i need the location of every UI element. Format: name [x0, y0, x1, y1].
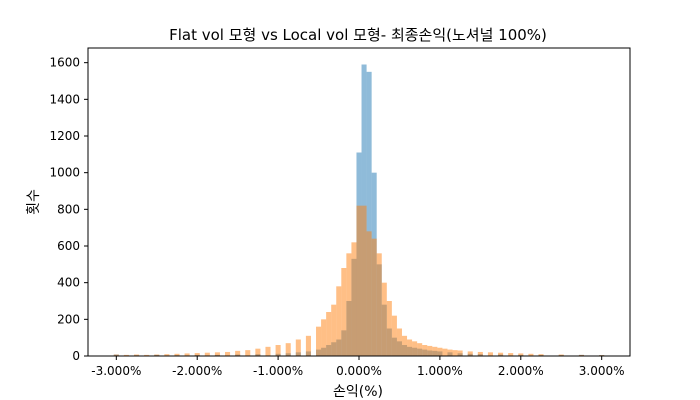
histogram-bar-s2-50	[477, 351, 483, 356]
histogram-bar-s2-46	[447, 349, 453, 356]
histogram-bar-s2-6	[174, 353, 180, 356]
histogram-bar-s2-23	[331, 304, 337, 356]
y-tick-label: 400	[57, 276, 80, 290]
histogram-bar-s2-43	[432, 346, 438, 356]
histogram-bar-s2-37	[401, 335, 408, 356]
x-tick-label: 0.000%	[336, 364, 382, 378]
histogram-bar-s2-14	[255, 348, 261, 356]
histogram-bar-s2-26	[346, 253, 352, 356]
y-tick-label: 0	[72, 349, 80, 363]
histogram-bar-s2-56	[538, 354, 544, 356]
histogram-bar-s2-40	[417, 343, 423, 356]
x-tick-label: -1.000%	[253, 364, 303, 378]
histogram-bar-s2-21	[321, 319, 327, 356]
y-tick-label: 200	[57, 312, 80, 326]
histogram-bar-s2-18	[295, 339, 301, 356]
histogram-bar-s2-52	[498, 352, 504, 356]
y-tick-label: 600	[57, 239, 80, 253]
histogram-bar-s2-11	[225, 351, 231, 356]
y-tick-label: 800	[57, 202, 80, 216]
y-tick-label: 1200	[49, 129, 80, 143]
y-tick-label: 1000	[49, 166, 80, 180]
histogram-bar-s2-27	[351, 242, 357, 356]
histogram-bar-s2-38	[407, 339, 413, 356]
histogram-bar-s2-1	[123, 354, 129, 356]
histogram-bar-s2-8	[194, 353, 200, 356]
histogram-bar-s2-34	[386, 301, 392, 356]
histogram-bar-s2-45	[442, 348, 448, 356]
y-tick-label: 1400	[49, 92, 80, 106]
y-tick-label: 1600	[49, 56, 80, 70]
histogram-bar-s2-30	[366, 231, 372, 356]
histogram-bar-s2-31	[371, 238, 377, 356]
histogram-bar-s2-4	[154, 354, 160, 356]
histogram-bar-s2-24	[336, 286, 342, 356]
series-2-bars	[113, 205, 605, 356]
histogram-bar-s2-53	[508, 353, 514, 356]
histogram-bar-s2-42	[427, 345, 433, 356]
x-tick-label: 2.000%	[498, 364, 544, 378]
histogram-bar-s2-55	[528, 353, 534, 356]
x-tick-label: -2.000%	[172, 364, 222, 378]
histogram-bar-s2-33	[381, 282, 387, 356]
histogram-bar-s2-36	[396, 328, 402, 356]
y-axis-label: 횟수	[26, 189, 42, 215]
histogram-bar-s2-0	[113, 354, 119, 356]
histogram-bar-s2-29	[361, 205, 367, 356]
histogram-bar-s2-20	[316, 326, 322, 356]
histogram-bar-s2-35	[391, 315, 397, 356]
histogram-bar-s2-49	[467, 351, 473, 356]
histogram-bar-s2-32	[376, 253, 382, 356]
histogram-bar-s2-54	[518, 353, 524, 356]
histogram-bar-s2-44	[437, 347, 443, 356]
y-axis: 0 200 400 600 800 1000 1200 1400 1600	[49, 56, 88, 363]
chart-title: Flat vol 모형 vs Local vol 모형- 최종손익(노셔널 10…	[169, 26, 547, 44]
histogram-bar-s2-15	[265, 346, 271, 356]
histogram-bar-s2-9	[204, 352, 210, 356]
x-axis: -3.000% -2.000% -1.000% 0.000% 1.000% 2.000% 3…	[91, 356, 625, 378]
histogram-bar-s2-16	[275, 345, 281, 356]
x-tick-label: 3.000%	[579, 364, 625, 378]
x-tick-label: 1.000%	[417, 364, 463, 378]
histogram-bar-s2-39	[412, 341, 418, 356]
histogram-bar-s2-28	[356, 205, 362, 356]
histogram-bar-s2-57	[558, 354, 564, 356]
histogram-bar-s2-2	[134, 354, 140, 356]
histogram-bar-s2-3	[144, 354, 150, 356]
histogram-bar-s2-58	[578, 354, 584, 356]
histogram-bar-s2-19	[305, 335, 311, 356]
histogram-bar-s2-22	[326, 312, 332, 356]
histogram-bar-s2-25	[341, 268, 347, 356]
histogram-bar-s2-12	[235, 350, 241, 356]
histogram-bar-s2-51	[487, 352, 493, 356]
histogram-bar-s2-17	[285, 343, 291, 356]
x-tick-label: -3.000%	[91, 364, 141, 378]
histogram-bar-s2-47	[452, 350, 458, 356]
histogram-bar-s2-10	[214, 352, 220, 356]
histogram-bar-s2-48	[457, 350, 463, 356]
histogram-bar-s2-13	[245, 350, 251, 356]
histogram-bar-s1-22	[366, 71, 372, 356]
histogram-bar-s2-5	[164, 354, 170, 356]
x-axis-label: 손익(%)	[333, 384, 383, 400]
histogram-bar-s2-7	[184, 353, 190, 356]
histogram-bar-s2-41	[422, 345, 428, 356]
